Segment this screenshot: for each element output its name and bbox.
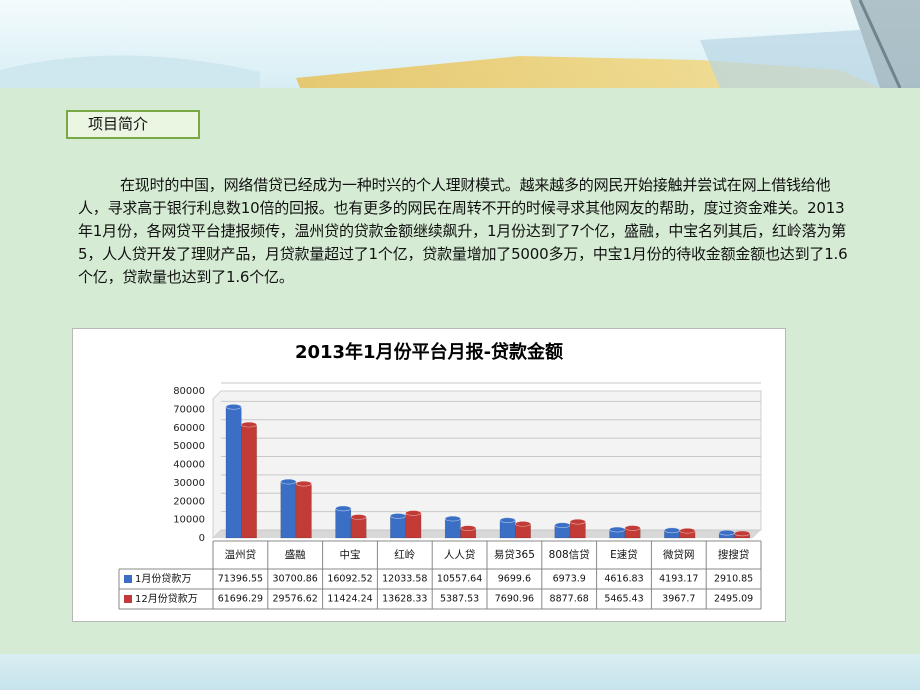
table-value: 61696.29	[218, 594, 263, 605]
x-tick-label: 盛融	[285, 548, 306, 561]
table-value: 3967.7	[662, 594, 695, 605]
table-value: 29576.62	[273, 594, 318, 605]
chart: 2013年1月份平台月报-贷款金额 0 10000 20000 30000 40000 5…	[72, 328, 786, 622]
y-tick-label: 60000	[173, 423, 205, 434]
y-tick-label: 50000	[173, 441, 205, 452]
table-value: 9699.6	[498, 574, 531, 585]
footer-band	[0, 654, 920, 690]
legend-swatch	[124, 595, 132, 603]
bar-cap	[554, 522, 571, 528]
bar-cap	[335, 505, 352, 512]
bar-cap	[499, 517, 516, 523]
bar-cap	[515, 521, 531, 527]
bar	[241, 424, 257, 539]
legend-swatch	[124, 575, 132, 583]
bar	[444, 518, 461, 539]
y-tick-label: 40000	[173, 460, 205, 471]
table-value: 8877.68	[550, 594, 589, 605]
table-value: 10557.64	[437, 574, 482, 585]
table-value: 6973.9	[553, 574, 586, 585]
table-value: 11424.24	[327, 594, 372, 605]
bar-cap	[405, 510, 422, 516]
x-tick-label: E速贷	[610, 548, 638, 561]
y-tick-label: 20000	[173, 496, 205, 507]
bar-cap	[390, 513, 407, 519]
section-label: 项目简介	[66, 110, 200, 139]
table-value: 5465.43	[604, 594, 643, 605]
bar	[405, 512, 422, 539]
y-tick-label: 10000	[173, 515, 205, 526]
bar-cap	[280, 478, 297, 485]
bar-cap	[460, 525, 477, 531]
table-value: 4193.17	[659, 574, 698, 585]
bar-cap	[569, 518, 586, 525]
y-tick-label: 30000	[173, 478, 205, 489]
table-value: 7690.96	[495, 594, 534, 605]
table-value: 5387.53	[440, 594, 479, 605]
table-value: 4616.83	[604, 574, 643, 585]
bar	[390, 515, 406, 539]
x-tick-label: 温州贷	[225, 548, 257, 561]
bar	[350, 516, 367, 539]
y-tick-label: 80000	[173, 386, 205, 397]
bar-cap	[718, 529, 735, 536]
intro-paragraph: 在现时的中国，网络借贷已经成为一种时兴的个人理财模式。越来越多的网民开始接触并尝…	[78, 176, 848, 286]
x-tick-label: 红岭	[394, 548, 415, 561]
bar	[280, 481, 297, 539]
bar-cap	[295, 480, 312, 487]
bar	[295, 483, 312, 539]
bar-cap	[624, 525, 641, 531]
x-tick-label: 搜搜贷	[718, 548, 750, 561]
y-tick-label: 0	[199, 533, 205, 544]
bar-cap	[350, 514, 367, 520]
bar-cap	[241, 421, 257, 428]
legend-label: 1月份贷款万	[135, 572, 191, 585]
bar-cap	[679, 527, 696, 534]
bar-cap	[225, 404, 242, 410]
table-value: 71396.55	[218, 574, 263, 585]
bar	[225, 406, 242, 539]
table-value: 16092.52	[327, 574, 372, 585]
legend-label: 12月份贷款万	[135, 592, 198, 605]
table-value: 2495.09	[714, 594, 753, 605]
table-value: 12033.58	[382, 574, 427, 585]
bar-cap	[444, 515, 461, 522]
y-tick-label: 70000	[173, 404, 205, 415]
table-value: 2910.85	[714, 574, 753, 585]
x-tick-label: 人人贷	[444, 548, 476, 561]
table-value: 30700.86	[273, 574, 318, 585]
bar	[335, 508, 352, 539]
bar-cap	[609, 526, 626, 533]
x-tick-label: 易贷365	[494, 548, 535, 561]
bar-cap	[664, 527, 681, 534]
x-tick-label: 中宝	[340, 548, 361, 561]
x-tick-label: 808信贷	[549, 548, 590, 561]
bar-cap	[734, 530, 751, 537]
chart-title: 2013年1月份平台月报-贷款金额	[295, 341, 563, 363]
table-value: 13628.33	[382, 594, 427, 605]
x-tick-label: 微贷网	[663, 548, 695, 561]
banner	[0, 0, 920, 88]
